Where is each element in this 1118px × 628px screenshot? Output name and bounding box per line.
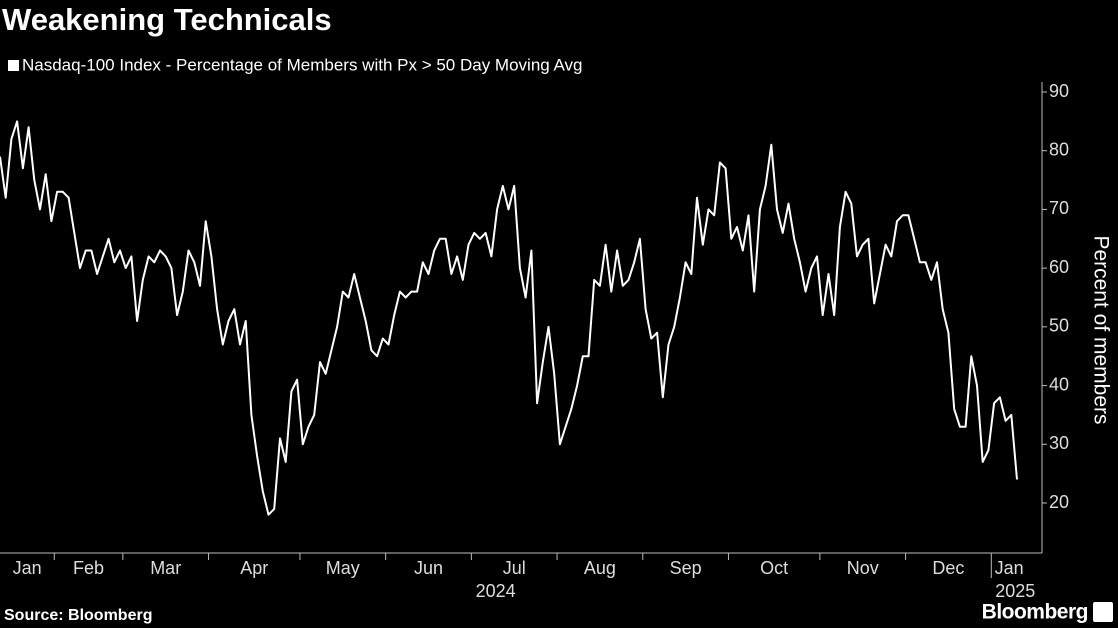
x-tick-label: Feb — [73, 558, 104, 578]
source: Source: Bloomberg — [4, 607, 152, 624]
legend-label: Nasdaq-100 Index - Percentage of Members… — [22, 55, 583, 74]
x-tick-label: Apr — [240, 558, 268, 578]
y-axis-label: Percent of members — [1089, 235, 1112, 424]
year-label: 2025 — [995, 581, 1035, 601]
legend-swatch — [8, 60, 19, 71]
brand-icon — [1093, 602, 1113, 622]
x-tick-label: Jan — [995, 558, 1024, 578]
x-tick-label: Dec — [932, 558, 964, 578]
y-tick-label: 40 — [1049, 374, 1069, 394]
x-tick-label: Jun — [414, 558, 443, 578]
brand: Bloomberg — [982, 601, 1088, 624]
x-tick-label: Nov — [847, 558, 879, 578]
y-tick-label: 60 — [1049, 257, 1069, 277]
x-tick-label: Jan — [13, 558, 42, 578]
chart-title: Weakening Technicals — [2, 2, 332, 37]
y-tick-label: 50 — [1049, 316, 1069, 336]
y-tick-label: 20 — [1049, 492, 1069, 512]
x-tick-label: Jul — [503, 558, 526, 578]
x-tick-label: Aug — [584, 558, 616, 578]
y-tick-label: 90 — [1049, 81, 1069, 101]
x-tick-label: Sep — [670, 558, 702, 578]
x-tick-label: Oct — [760, 558, 788, 578]
x-tick-label: May — [326, 558, 360, 578]
y-tick-label: 80 — [1049, 139, 1069, 159]
y-tick-label: 30 — [1049, 433, 1069, 453]
x-tick-label: Mar — [150, 558, 181, 578]
data-line — [0, 120, 1018, 516]
year-label: 2024 — [476, 581, 516, 601]
y-tick-label: 70 — [1049, 198, 1069, 218]
